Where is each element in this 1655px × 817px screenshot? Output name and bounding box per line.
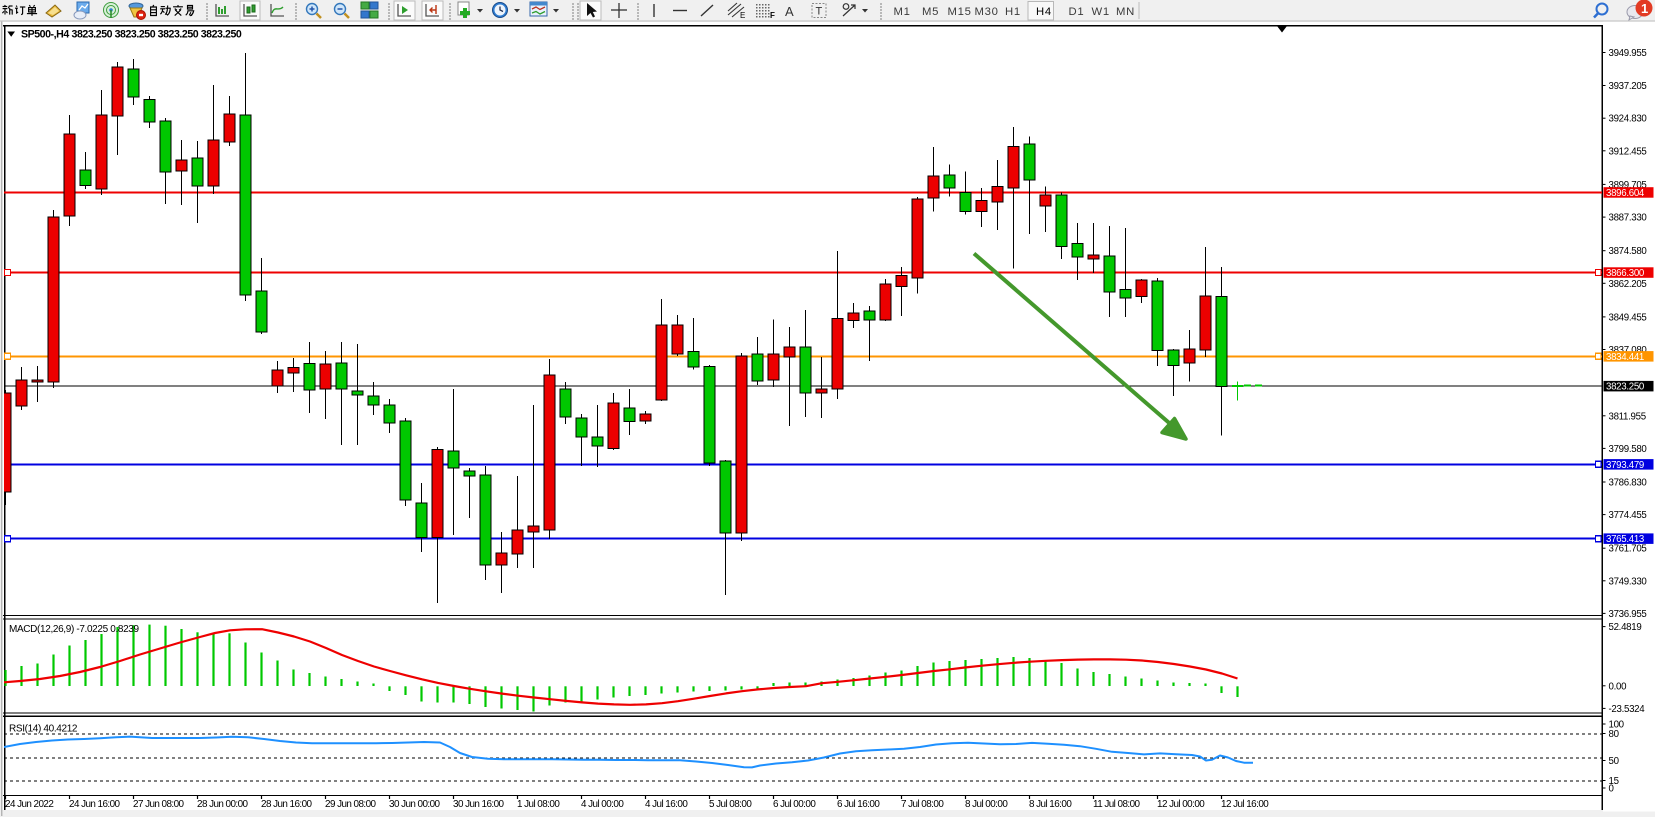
- svg-text:D1: D1: [1069, 6, 1085, 18]
- svg-text:4 Jul 16:00: 4 Jul 16:00: [645, 799, 688, 810]
- svg-text:MN: MN: [1116, 6, 1135, 18]
- svg-text:3799.580: 3799.580: [1609, 444, 1648, 455]
- svg-text:29 Jun 08:00: 29 Jun 08:00: [325, 799, 377, 810]
- svg-text:27 Jun 08:00: 27 Jun 08:00: [133, 799, 185, 810]
- svg-text:3793.479: 3793.479: [1606, 460, 1644, 471]
- svg-text:4 Jul 00:00: 4 Jul 00:00: [581, 799, 624, 810]
- svg-text:A: A: [785, 4, 794, 19]
- svg-text:3823.250 3823.250 3823.250 382: 3823.250 3823.250 3823.250 3823.250: [72, 29, 242, 41]
- svg-text:3949.955: 3949.955: [1609, 48, 1647, 59]
- svg-text:3837.080: 3837.080: [1609, 345, 1648, 356]
- svg-text:H1: H1: [1005, 6, 1021, 18]
- svg-text:F: F: [770, 11, 775, 20]
- svg-text:3866.300: 3866.300: [1606, 268, 1645, 279]
- svg-text:6 Jul 00:00: 6 Jul 00:00: [773, 799, 816, 810]
- svg-text:6 Jul 16:00: 6 Jul 16:00: [837, 799, 880, 810]
- svg-text:3896.604: 3896.604: [1606, 188, 1645, 199]
- svg-text:5 Jul 08:00: 5 Jul 08:00: [709, 799, 752, 810]
- svg-text:30 Jun 00:00: 30 Jun 00:00: [389, 799, 441, 810]
- svg-text:-23.5324: -23.5324: [1609, 704, 1646, 715]
- svg-text:80: 80: [1609, 729, 1620, 740]
- svg-text:7 Jul 08:00: 7 Jul 08:00: [901, 799, 944, 810]
- svg-text:SP500-,H4: SP500-,H4: [21, 29, 69, 41]
- svg-text:30 Jun 16:00: 30 Jun 16:00: [453, 799, 505, 810]
- svg-text:8 Jul 16:00: 8 Jul 16:00: [1029, 799, 1072, 810]
- svg-text:3899.705: 3899.705: [1609, 180, 1647, 191]
- svg-text:28 Jun 16:00: 28 Jun 16:00: [261, 799, 313, 810]
- svg-text:100: 100: [1609, 720, 1625, 731]
- svg-text:3823.250: 3823.250: [1606, 382, 1645, 393]
- svg-text:3761.705: 3761.705: [1609, 544, 1647, 555]
- svg-text:24 Jun 2022: 24 Jun 2022: [5, 799, 53, 810]
- svg-text:E: E: [740, 11, 745, 20]
- svg-text:50: 50: [1609, 756, 1620, 767]
- svg-text:12 Jul 16:00: 12 Jul 16:00: [1221, 799, 1269, 810]
- svg-text:3937.205: 3937.205: [1609, 81, 1647, 92]
- svg-text:52.4819: 52.4819: [1609, 622, 1642, 633]
- svg-text:M30: M30: [975, 6, 999, 18]
- svg-text:3749.330: 3749.330: [1609, 576, 1648, 587]
- svg-text:8 Jul 00:00: 8 Jul 00:00: [965, 799, 1008, 810]
- svg-text:3924.830: 3924.830: [1609, 114, 1648, 125]
- svg-text:3862.205: 3862.205: [1609, 279, 1647, 290]
- svg-text:3849.455: 3849.455: [1609, 312, 1647, 323]
- svg-text:3786.830: 3786.830: [1609, 478, 1648, 489]
- svg-text:3736.955: 3736.955: [1609, 609, 1647, 620]
- svg-text:3887.330: 3887.330: [1609, 213, 1648, 224]
- svg-text:T: T: [816, 6, 823, 18]
- svg-text:M1: M1: [894, 6, 911, 18]
- svg-text:3811.955: 3811.955: [1609, 411, 1646, 422]
- svg-text:3834.441: 3834.441: [1606, 352, 1644, 363]
- svg-text:3765.413: 3765.413: [1606, 534, 1644, 545]
- svg-text:3874.580: 3874.580: [1609, 246, 1648, 257]
- svg-text:3912.455: 3912.455: [1609, 146, 1647, 157]
- svg-text:H4: H4: [1036, 6, 1052, 18]
- svg-text:24 Jun 16:00: 24 Jun 16:00: [69, 799, 121, 810]
- svg-text:0.00: 0.00: [1609, 681, 1628, 692]
- svg-text:15: 15: [1609, 776, 1619, 787]
- svg-text:M5: M5: [922, 6, 939, 18]
- svg-text:W1: W1: [1092, 6, 1110, 18]
- svg-text:12 Jul 00:00: 12 Jul 00:00: [1157, 799, 1205, 810]
- svg-text:MACD(12,26,9) -7.0225 0.8239: MACD(12,26,9) -7.0225 0.8239: [9, 624, 140, 635]
- svg-text:3774.455: 3774.455: [1609, 510, 1647, 521]
- svg-text:0: 0: [1609, 784, 1615, 795]
- svg-text:RSI(14) 40.4212: RSI(14) 40.4212: [9, 724, 78, 735]
- svg-text:1: 1: [1641, 1, 1648, 16]
- svg-text:28 Jun 00:00: 28 Jun 00:00: [197, 799, 249, 810]
- svg-text:1 Jul 08:00: 1 Jul 08:00: [517, 799, 560, 810]
- svg-text:M15: M15: [948, 6, 972, 18]
- svg-text:11 Jul 08:00: 11 Jul 08:00: [1093, 799, 1141, 810]
